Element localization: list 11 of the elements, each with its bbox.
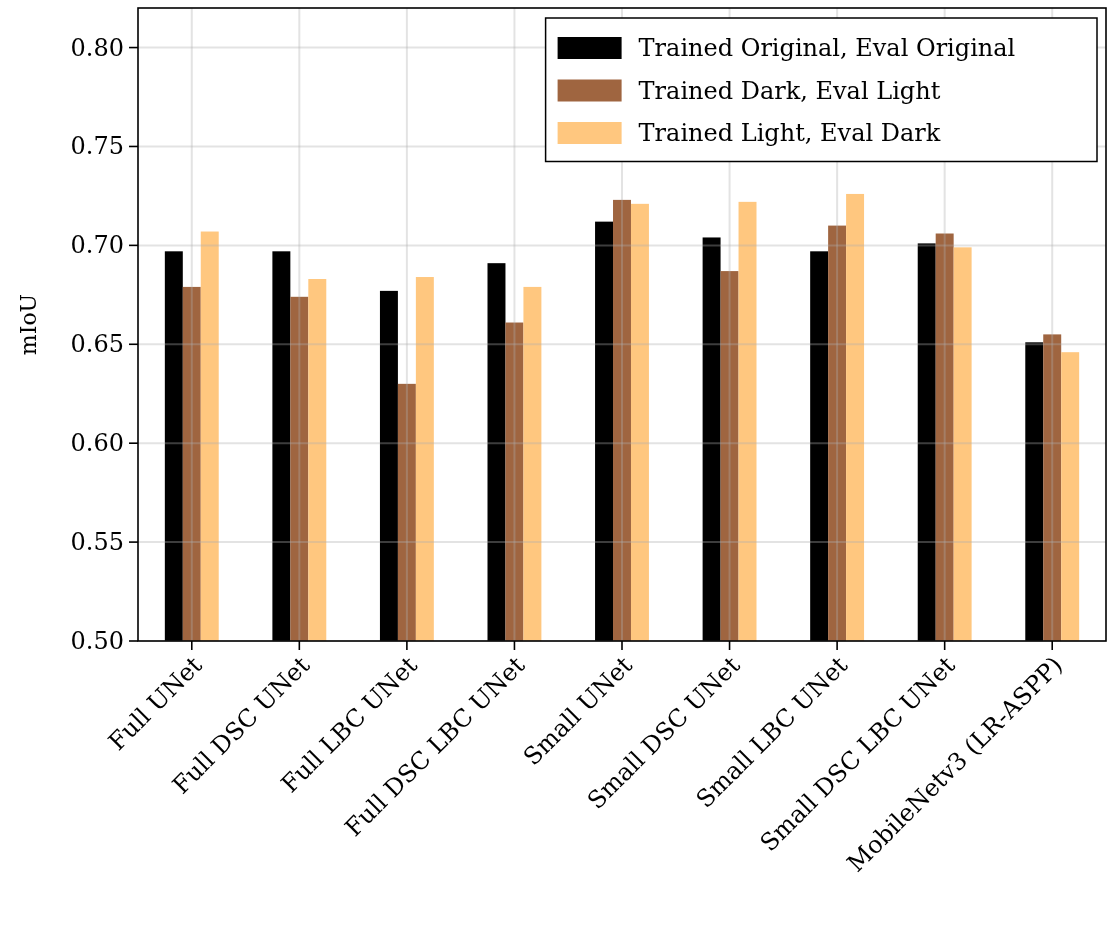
y-tick-label: 0.80 (70, 33, 124, 62)
y-tick-label: 0.55 (70, 528, 124, 557)
legend-label: Trained Light, Eval Dark (638, 119, 941, 147)
y-tick-label: 0.50 (70, 627, 124, 655)
legend-label: Trained Dark, Eval Light (638, 76, 941, 105)
y-tick-label: 0.70 (70, 231, 124, 260)
legend-label: Trained Original, Eval Original (638, 34, 1016, 62)
y-tick-label: 0.60 (70, 429, 124, 458)
y-tick-label: 0.65 (70, 330, 124, 359)
y-axis-title: mIoU (15, 293, 41, 356)
y-tick-label: 0.75 (70, 132, 124, 161)
